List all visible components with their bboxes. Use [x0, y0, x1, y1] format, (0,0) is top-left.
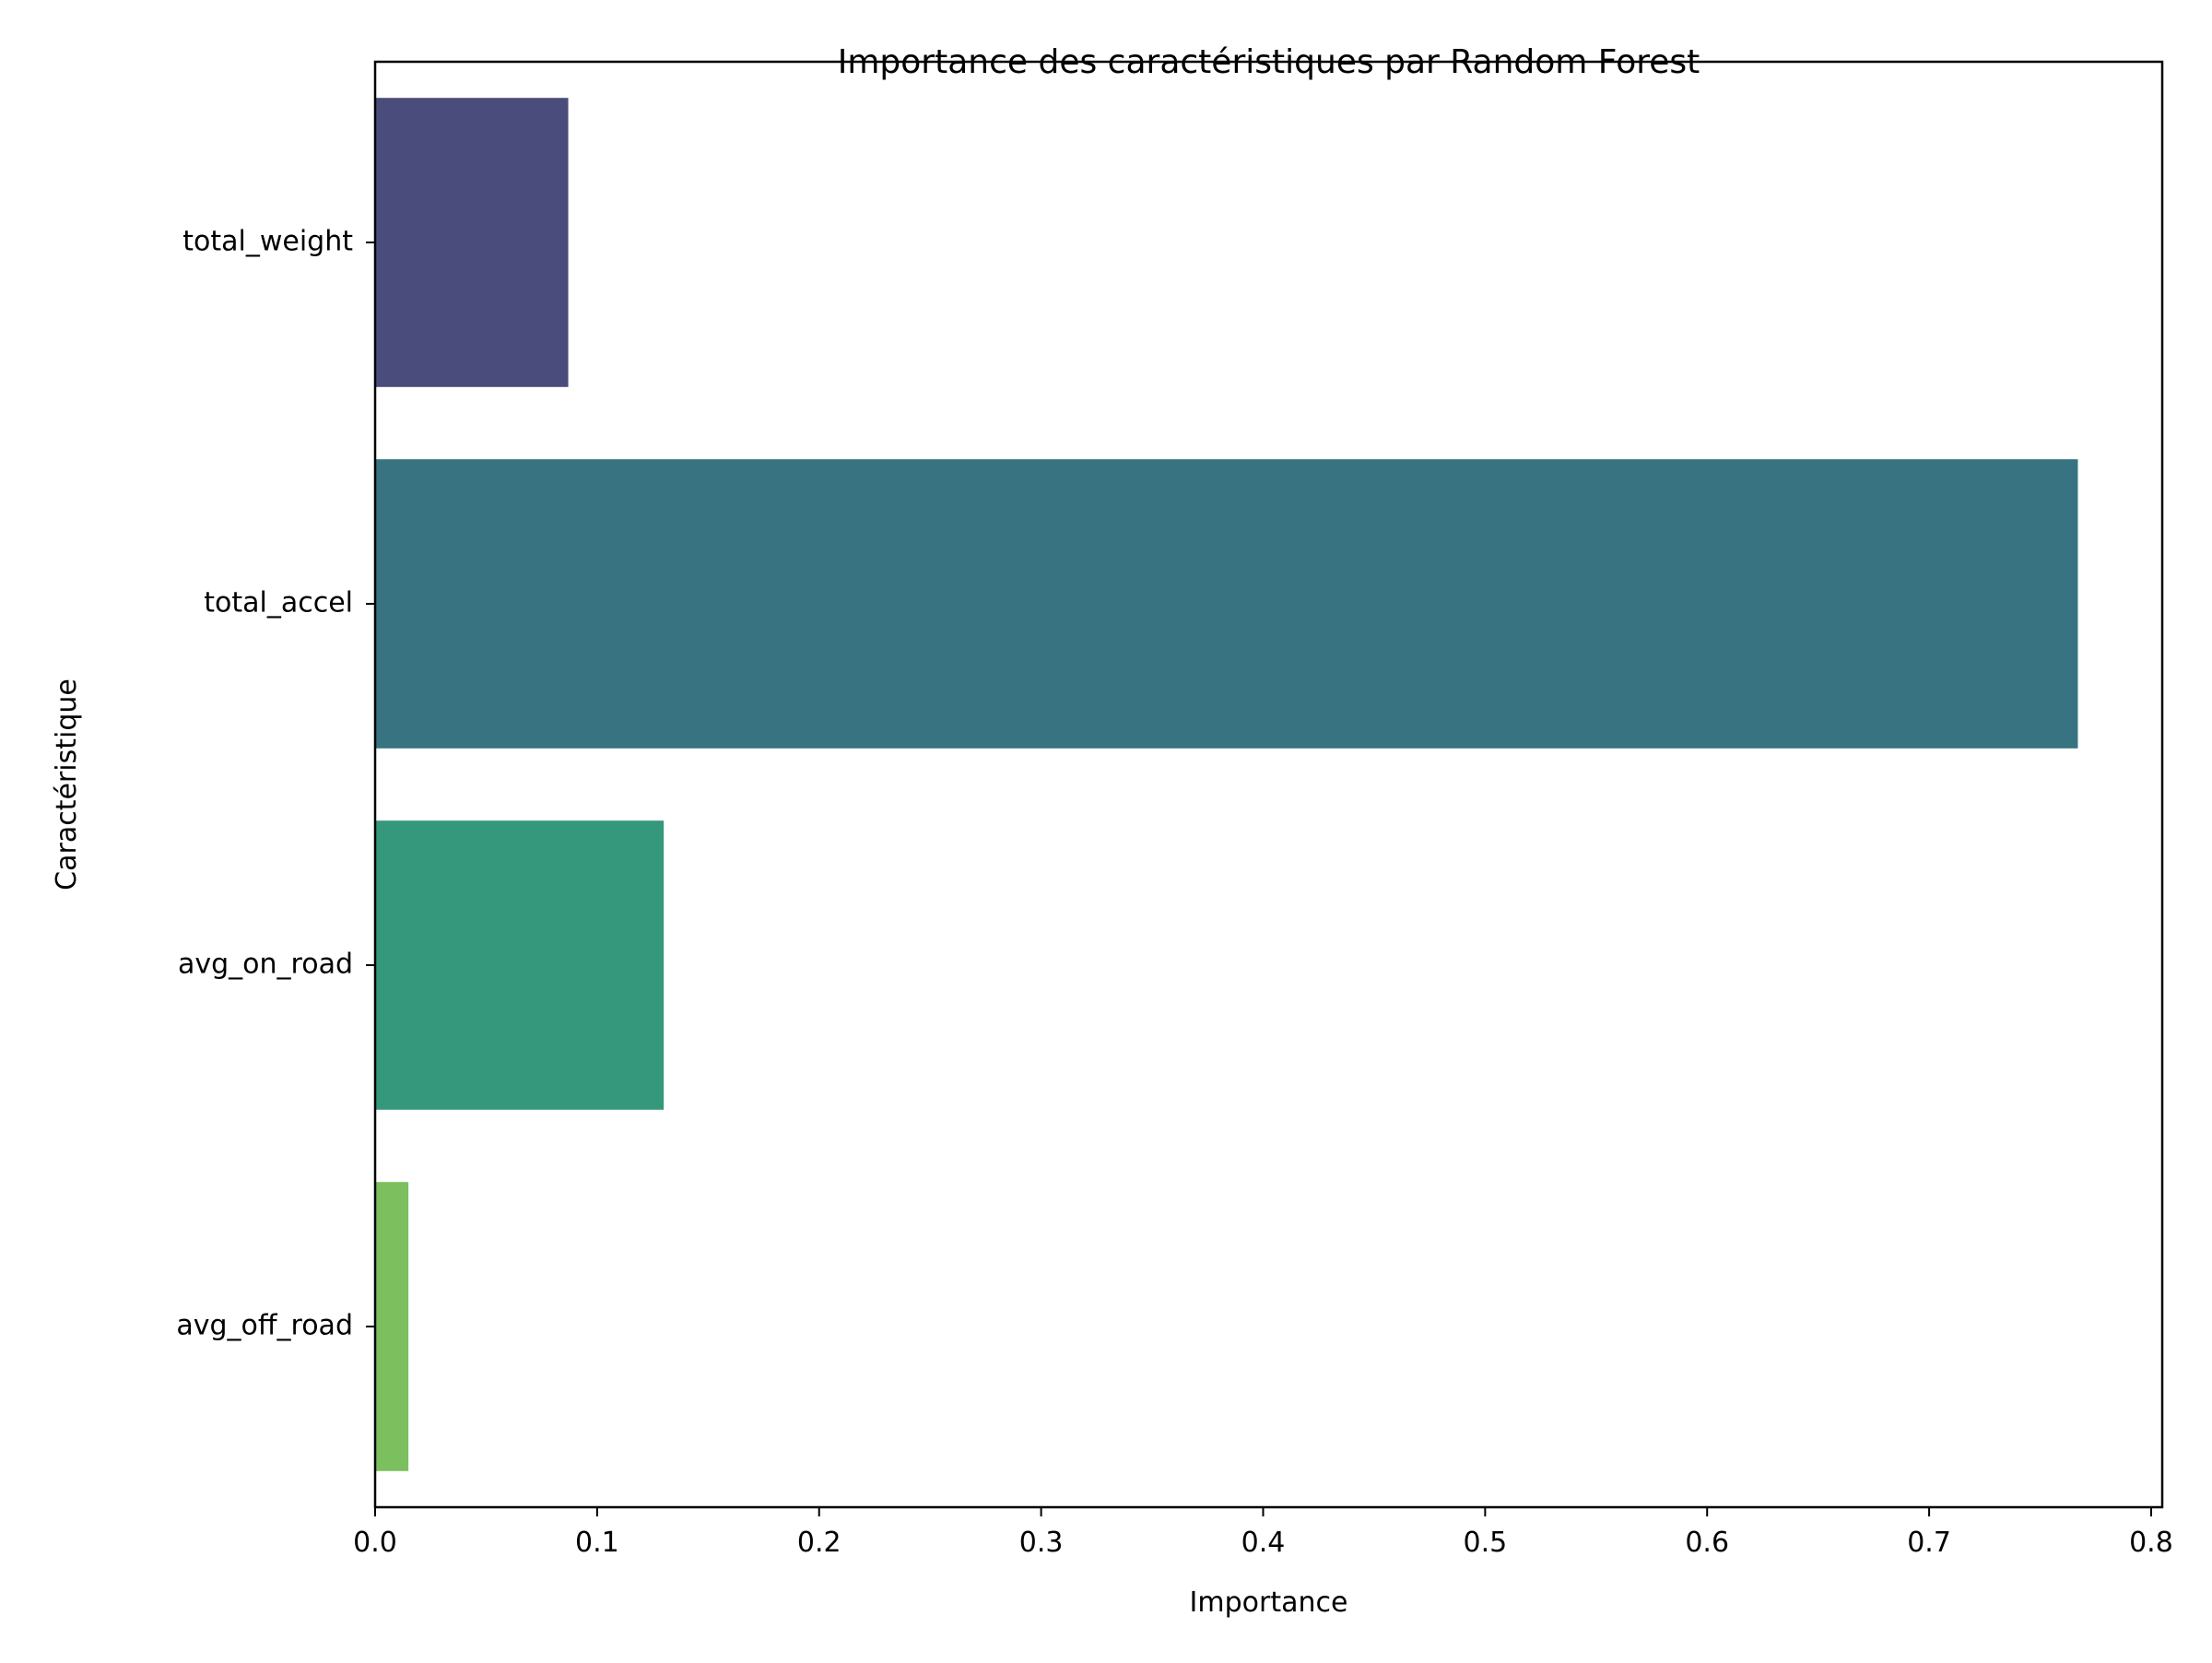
y-tick-label: total_accel	[204, 587, 353, 619]
bar-total-accel	[375, 459, 2078, 749]
x-tick-label: 0.7	[1907, 1527, 1951, 1559]
x-tick-label: 0.0	[353, 1527, 397, 1559]
y-axis-label: Caractéristique	[51, 678, 83, 890]
x-tick-label: 0.6	[1685, 1527, 1729, 1559]
x-tick-label: 0.3	[1019, 1527, 1064, 1559]
x-tick-label: 0.8	[2129, 1527, 2173, 1559]
bar-total-weight	[375, 98, 569, 387]
y-tick-label: total_weight	[182, 226, 353, 258]
bar-avg-on-road	[375, 820, 665, 1110]
chart-title: Importance des caractéristiques par Rand…	[838, 43, 1700, 81]
x-axis-label: Importance	[1190, 1586, 1348, 1619]
bar-avg-off-road	[375, 1182, 409, 1471]
x-tick-label: 0.2	[797, 1527, 841, 1559]
bars-layer	[375, 98, 2078, 1471]
y-tick-label: avg_on_road	[178, 949, 353, 981]
y-axis-ticks: total_weight total_accel avg_on_road avg_of…	[176, 226, 375, 1342]
x-tick-label: 0.4	[1241, 1527, 1286, 1559]
x-tick-label: 0.5	[1463, 1527, 1507, 1559]
x-tick-label: 0.1	[575, 1527, 619, 1559]
plot-frame	[373, 60, 2164, 1509]
x-axis-ticks: 0.0 0.1 0.2 0.3 0.4 0.5 0.6 0.7 0.8	[353, 1507, 2173, 1559]
y-tick-label: avg_off_road	[176, 1310, 353, 1342]
